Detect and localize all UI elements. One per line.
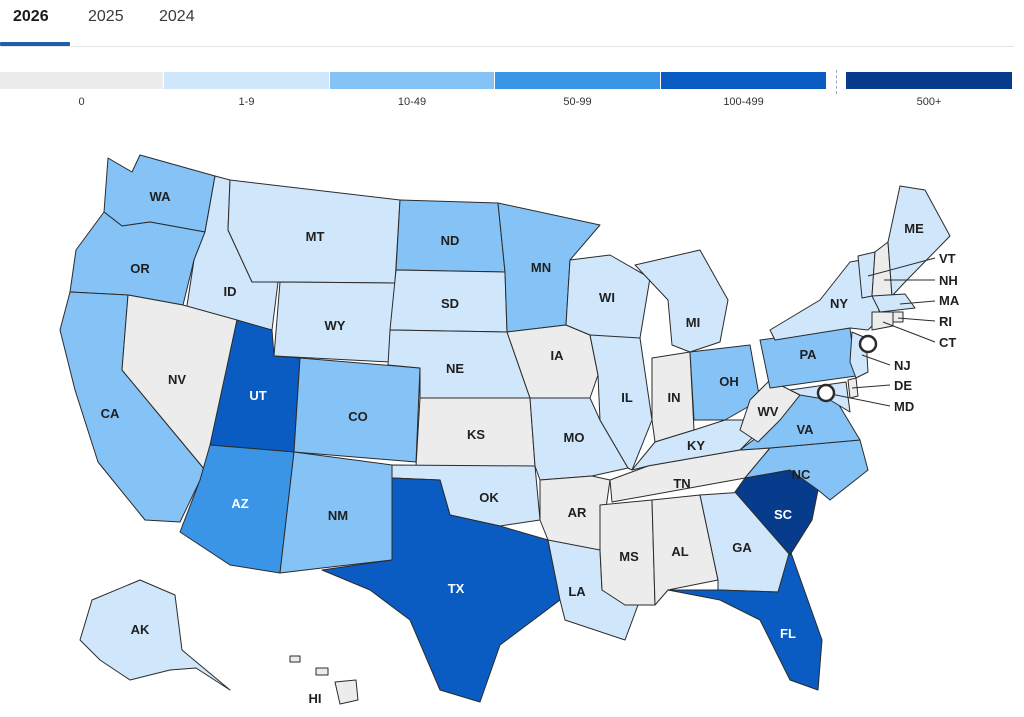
state-label-ga: GA <box>732 540 752 555</box>
state-label-vt: VT <box>939 251 956 266</box>
state-label-wa: WA <box>150 189 172 204</box>
state-label-nv: NV <box>168 372 186 387</box>
callout-line-ma <box>899 300 936 305</box>
legend-swatch-100-499 <box>661 72 826 89</box>
state-label-la: LA <box>568 584 586 599</box>
callout-line-de <box>851 384 891 389</box>
state-label-il: IL <box>621 390 633 405</box>
legend-swatch-10-49 <box>330 72 494 89</box>
state-label-sd: SD <box>441 296 459 311</box>
legend-swatch-50-99 <box>495 72 660 89</box>
state-label-ne: NE <box>446 361 464 376</box>
state-label-id: ID <box>224 284 237 299</box>
state-label-tx: TX <box>448 581 465 596</box>
state-label-in: IN <box>668 390 681 405</box>
state-al[interactable] <box>651 494 719 606</box>
state-mo[interactable] <box>529 397 629 481</box>
state-label-nd: ND <box>441 233 460 248</box>
state-label-va: VA <box>796 422 814 437</box>
state-label-ak: AK <box>131 622 150 637</box>
legend-label-1-9: 1-9 <box>238 96 255 108</box>
state-label-ar: AR <box>568 505 587 520</box>
legend-swatch-1-9 <box>164 72 329 89</box>
callout-line-ri <box>897 317 936 322</box>
state-label-ct: CT <box>939 335 956 350</box>
state-label-de: DE <box>894 378 912 393</box>
state-label-me: ME <box>904 221 924 236</box>
state-label-mn: MN <box>531 260 551 275</box>
state-shapes <box>59 154 951 705</box>
state-label-az: AZ <box>231 496 248 511</box>
state-label-fl: FL <box>780 626 796 641</box>
state-label-pa: PA <box>799 347 817 362</box>
us-map: WA OR CA ID NV MT WY UT AZ CO NM ND SD N… <box>59 154 960 706</box>
state-label-wy: WY <box>325 318 346 333</box>
state-il[interactable] <box>589 334 653 471</box>
legend-separator <box>836 70 837 94</box>
state-label-al: AL <box>671 544 688 559</box>
state-labels: WA OR CA ID NV MT WY UT AZ CO NM ND SD N… <box>101 189 960 706</box>
state-label-wv: WV <box>758 404 779 419</box>
state-mi[interactable] <box>634 249 729 353</box>
state-ri[interactable] <box>892 311 904 323</box>
state-label-ut: UT <box>249 388 266 403</box>
state-label-ri: RI <box>939 314 952 329</box>
state-label-ms: MS <box>619 549 639 564</box>
state-label-nc: NC <box>792 467 811 482</box>
legend-swatch-500-plus <box>846 72 1012 89</box>
state-label-ok: OK <box>479 490 499 505</box>
state-hi[interactable] <box>315 667 329 676</box>
state-label-nh: NH <box>939 273 958 288</box>
state-label-wi: WI <box>599 290 615 305</box>
callout-line-md <box>825 392 891 407</box>
legend: 0 1-9 10-49 50-99 100-499 500+ <box>0 70 1014 120</box>
state-label-oh: OH <box>719 374 739 389</box>
state-or[interactable] <box>69 211 206 306</box>
state-label-mt: MT <box>306 229 325 244</box>
state-nc[interactable] <box>744 439 869 501</box>
state-label-ca: CA <box>101 406 120 421</box>
state-ak[interactable] <box>79 579 231 691</box>
state-ma[interactable] <box>871 293 916 313</box>
callout-lines <box>825 257 936 407</box>
state-ct[interactable] <box>871 311 894 331</box>
state-label-co: CO <box>348 409 368 424</box>
state-label-md: MD <box>894 399 914 414</box>
tab-2024[interactable]: 2024 <box>159 8 195 25</box>
tab-2026[interactable]: 2026 <box>13 8 49 25</box>
state-label-nm: NM <box>328 508 348 523</box>
state-label-nj: NJ <box>894 358 911 373</box>
legend-swatch-0 <box>0 72 163 89</box>
state-label-tn: TN <box>673 476 690 491</box>
nyc-marker <box>858 334 878 354</box>
state-fl[interactable] <box>667 549 823 691</box>
year-tabs: 2026 2025 2024 <box>0 0 1014 47</box>
state-hi[interactable] <box>334 679 359 705</box>
state-oh[interactable] <box>689 344 761 421</box>
state-label-sc: SC <box>774 507 793 522</box>
state-label-ky: KY <box>687 438 705 453</box>
state-label-ny: NY <box>830 296 848 311</box>
state-label-or: OR <box>130 261 150 276</box>
state-label-mi: MI <box>686 315 700 330</box>
tab-2025[interactable]: 2025 <box>88 8 124 25</box>
state-hi[interactable] <box>289 655 301 663</box>
state-label-mo: MO <box>564 430 585 445</box>
callout-line-vt <box>867 257 936 277</box>
state-label-hi: HI <box>309 691 322 706</box>
state-nm[interactable] <box>279 451 393 574</box>
legend-label-100-499: 100-499 <box>723 96 764 108</box>
state-tx[interactable] <box>321 477 561 703</box>
legend-label-10-49: 10-49 <box>397 96 427 108</box>
state-label-ks: KS <box>467 427 485 442</box>
callout-line-ct <box>882 321 936 343</box>
active-tab-indicator <box>0 42 70 46</box>
legend-label-0: 0 <box>78 96 85 108</box>
legend-label-50-99: 50-99 <box>563 96 592 108</box>
state-label-ia: IA <box>551 348 565 363</box>
state-label-ma: MA <box>939 293 960 308</box>
callout-line-nj <box>861 354 891 366</box>
dc-marker <box>816 383 836 403</box>
legend-label-500-plus: 500+ <box>916 96 942 108</box>
